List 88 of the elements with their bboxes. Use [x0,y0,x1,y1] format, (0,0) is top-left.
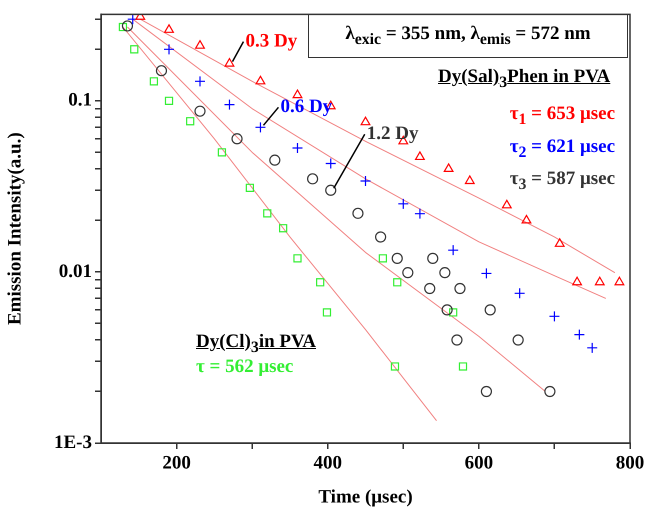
point [325,158,336,170]
point [292,142,304,154]
point [586,342,598,354]
point [414,151,425,160]
point [572,276,582,286]
point [218,148,226,156]
annotation: τ = 562 μsec [196,356,294,378]
point [269,154,280,166]
y-tick-label: 0.01 [58,260,92,282]
point [322,308,332,317]
x-tick-label: 600 [464,452,494,474]
point [484,304,496,316]
point [398,198,409,210]
point [292,90,302,98]
point [464,175,475,184]
point [224,58,234,67]
point [514,288,526,299]
annotation: Dy(Sal)$_{3}$Phen in PVA [438,66,610,92]
point [127,14,138,25]
point [325,184,336,196]
annotation: τ$_{1}$ = 653 μsec [510,103,615,129]
point [263,209,272,218]
point [163,44,175,55]
y-axis-title: Emission Intensity(a.u.) [4,132,26,326]
point [574,329,585,340]
point [544,386,556,398]
point [458,362,468,371]
point [164,96,174,105]
x-axis-title: Time (μsec) [318,486,413,508]
y-tick-label: 1E-3 [54,432,92,453]
point [414,208,426,220]
series-label: 0.3 Dy [245,30,298,52]
annotation: λ$_{exic}$ = 355 nm, λ$_{emis}$ = 572 nm [344,23,592,49]
point [231,133,243,144]
point [254,122,266,133]
point [150,77,158,86]
point [393,278,402,286]
point [122,20,134,32]
point [442,304,453,316]
x-tick-label: 800 [616,452,644,474]
point [378,254,388,262]
x-tick-label: 400 [313,452,342,474]
point [194,76,206,87]
point [451,334,463,346]
text: 1.2 Dy [366,123,419,144]
point [427,252,438,264]
point [307,173,318,184]
point [512,334,524,346]
point [554,238,565,247]
point [522,214,532,224]
point [424,282,436,294]
series-label: 0.6 Dy [280,96,333,118]
point [375,231,386,243]
point [502,200,512,208]
point [454,282,466,294]
point [360,116,370,126]
annotation: τ$_{2}$ = 621 μsec [510,136,615,162]
point [186,117,194,126]
point [194,106,206,117]
point [548,310,560,322]
annotation: Dy(Cl)$_{3}$in PVA [196,331,316,357]
point [164,24,174,33]
point [352,208,364,219]
point [444,163,454,172]
point [448,244,459,256]
point [118,22,128,32]
point [195,40,205,49]
x-tick-label: 200 [162,452,191,474]
point [156,65,168,76]
y-tick-label: 0.1 [68,90,92,111]
point [278,224,288,232]
point [449,308,458,317]
point [594,276,605,286]
point [614,276,624,286]
point [480,268,492,280]
point [480,386,492,398]
point [246,184,254,192]
point [293,254,302,262]
annotation: τ$_{3}$ = 587 μsec [510,168,615,194]
point [392,252,403,264]
point [439,267,450,278]
point [390,362,400,371]
point [130,45,138,54]
point [316,278,324,286]
point [402,267,414,278]
point [256,76,266,84]
point [360,175,372,187]
point [224,99,236,110]
